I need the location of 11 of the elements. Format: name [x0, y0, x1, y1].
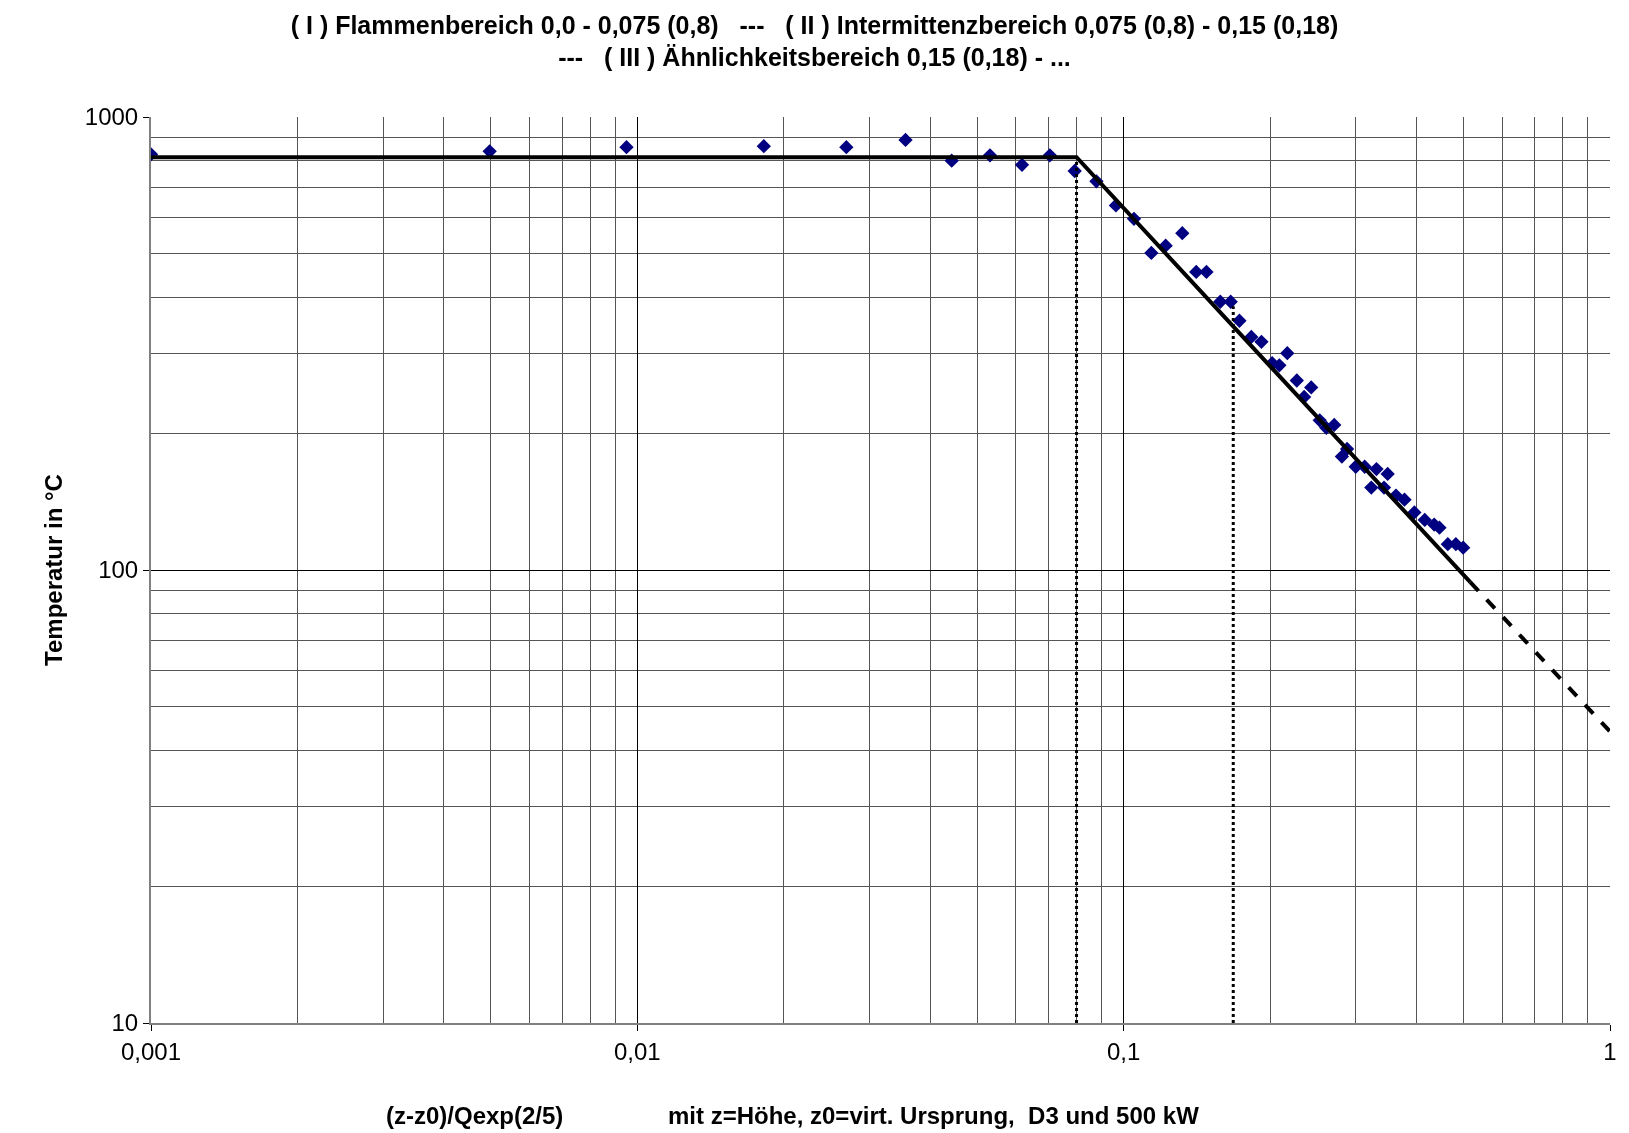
x-tick-label: 0,01 — [613, 1037, 661, 1065]
y-tick-label: 100 — [98, 556, 139, 584]
chart-title: ( I ) Flammenbereich 0,0 - 0,075 (0,8) --- ( II ) Intermittenzbereich 0,075 (0,8) - 0,15 (0,18) --- ( III ) Ähnlichkeitsbereich 0,15 (0,18) - ... — [290, 10, 1339, 72]
x-tick-label: 1 — [1603, 1037, 1617, 1065]
x-tick-label: 0,001 — [120, 1037, 182, 1065]
y-tick-label: 1000 — [84, 103, 139, 131]
text: mit z=Höhe, z0=virt. Ursprung, D3 und 500 kW — [668, 1102, 1200, 1129]
x-tick-label: 0,1 — [1106, 1037, 1141, 1065]
y-axis-title: Temperatur in °C — [40, 474, 68, 666]
y-tick-label: 10 — [111, 1009, 139, 1037]
x-axis-title: (z-z0)/Qexp(2/5) — [386, 1102, 564, 1129]
